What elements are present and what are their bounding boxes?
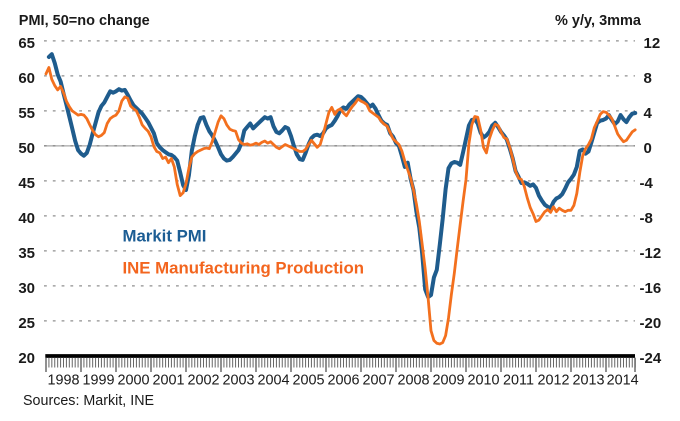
svg-text:2006: 2006 (327, 373, 359, 389)
svg-text:45: 45 (18, 175, 35, 192)
svg-text:35: 35 (18, 245, 35, 262)
svg-text:-24: -24 (640, 350, 662, 367)
svg-text:20: 20 (18, 350, 35, 367)
svg-text:INE Manufacturing Production: INE Manufacturing Production (123, 259, 364, 278)
svg-text:0: 0 (644, 140, 652, 157)
svg-text:-16: -16 (640, 280, 662, 297)
svg-text:1999: 1999 (82, 373, 114, 389)
svg-text:2007: 2007 (362, 373, 394, 389)
svg-text:2004: 2004 (257, 373, 289, 389)
svg-text:Markit PMI: Markit PMI (123, 227, 207, 246)
svg-text:40: 40 (18, 210, 35, 227)
svg-text:2012: 2012 (537, 373, 569, 389)
svg-text:2008: 2008 (397, 373, 429, 389)
svg-text:25: 25 (18, 315, 35, 332)
svg-text:2013: 2013 (572, 373, 604, 389)
svg-text:2011: 2011 (503, 373, 534, 389)
svg-text:30: 30 (18, 280, 35, 297)
svg-text:PMI, 50=no change: PMI, 50=no change (19, 13, 150, 29)
svg-text:4: 4 (644, 105, 653, 122)
svg-text:Sources: Markit, INE: Sources: Markit, INE (23, 393, 154, 409)
svg-text:55: 55 (18, 105, 35, 122)
svg-text:2000: 2000 (117, 373, 149, 389)
svg-text:2003: 2003 (222, 373, 254, 389)
svg-text:2002: 2002 (187, 373, 219, 389)
svg-text:65: 65 (18, 35, 35, 52)
svg-text:8: 8 (644, 70, 652, 87)
svg-text:60: 60 (18, 70, 35, 87)
svg-text:1998: 1998 (47, 373, 79, 389)
svg-text:2010: 2010 (467, 373, 499, 389)
svg-text:2001: 2001 (152, 373, 184, 389)
svg-text:2009: 2009 (432, 373, 464, 389)
svg-text:-8: -8 (640, 210, 653, 227)
svg-text:% y/y, 3mma: % y/y, 3mma (555, 13, 642, 29)
svg-text:12: 12 (644, 35, 661, 52)
svg-text:-20: -20 (640, 315, 662, 332)
svg-text:2014: 2014 (607, 373, 639, 389)
svg-text:-4: -4 (640, 175, 654, 192)
svg-text:50: 50 (18, 140, 35, 157)
svg-text:-12: -12 (640, 245, 662, 262)
svg-text:2005: 2005 (292, 373, 324, 389)
